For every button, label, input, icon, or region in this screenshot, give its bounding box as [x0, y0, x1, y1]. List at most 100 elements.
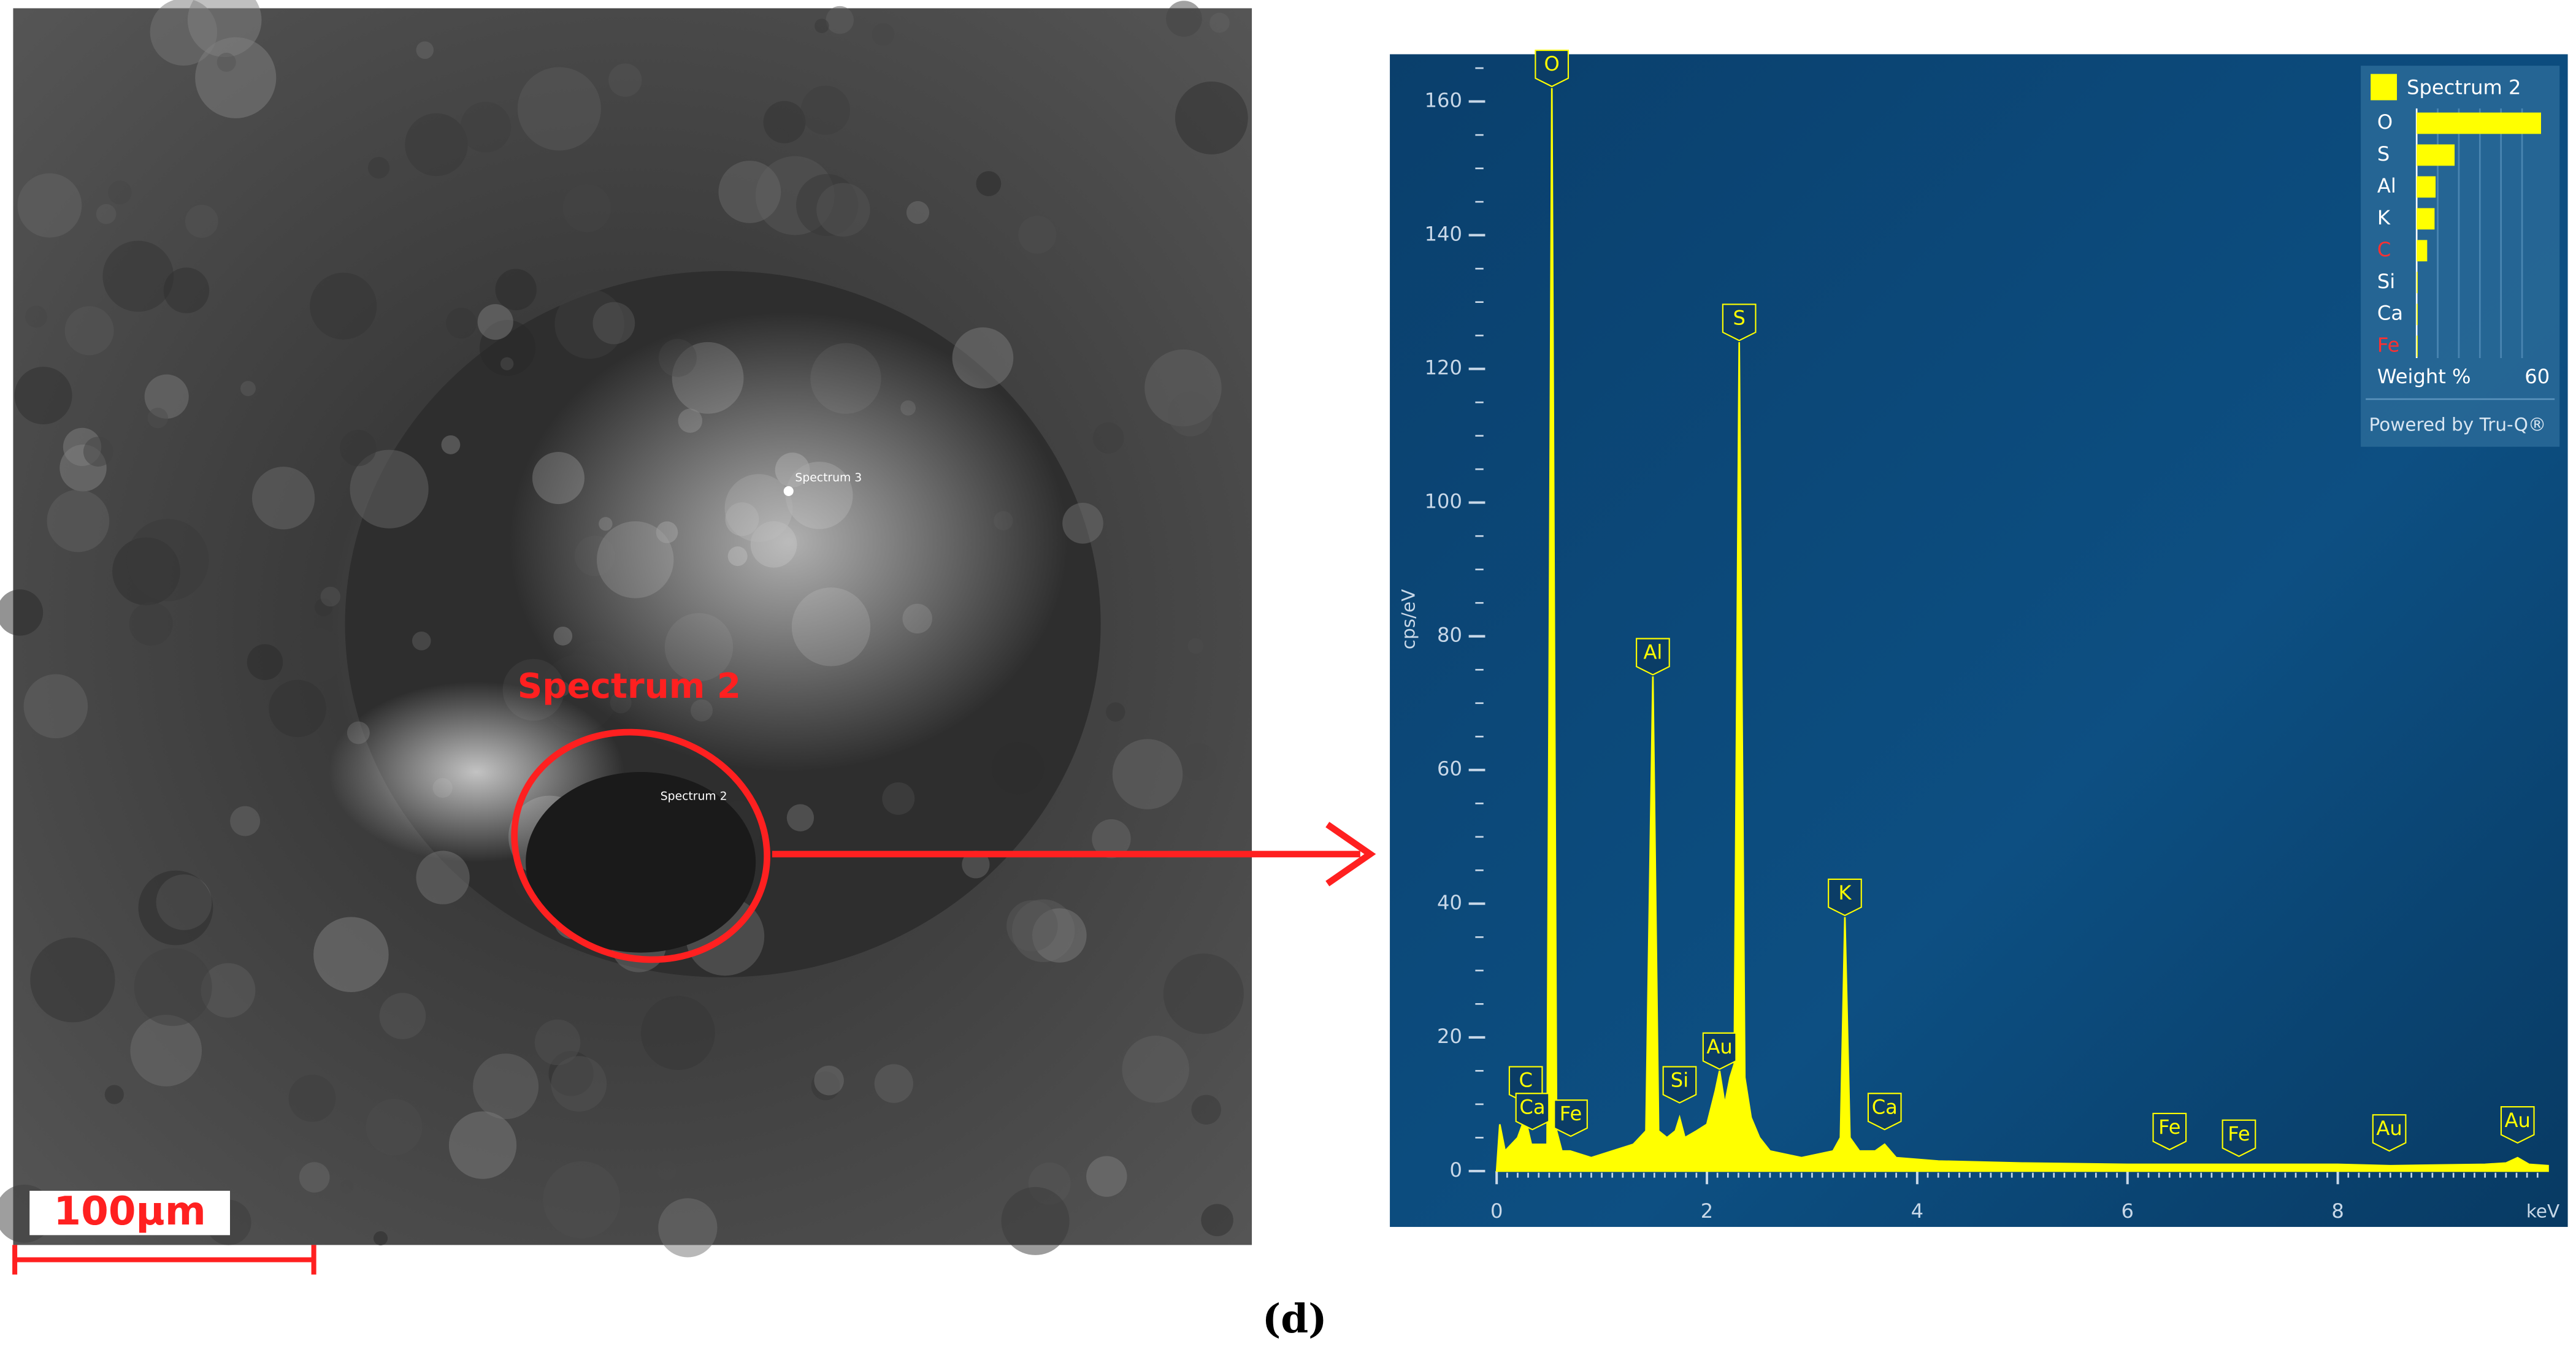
- texture: [339, 1180, 354, 1194]
- y-tick-label: 120: [1425, 356, 1462, 380]
- peak-label-box: [1722, 304, 1757, 342]
- texture: [126, 519, 209, 602]
- texture: [366, 1099, 423, 1156]
- texture: [379, 993, 426, 1039]
- texture: [477, 304, 513, 340]
- texture: [17, 173, 82, 238]
- y-tick-label: 0: [1449, 1158, 1462, 1182]
- element-label: Al: [2377, 174, 2396, 197]
- texture: [1209, 12, 1230, 33]
- texture: [1166, 1, 1202, 37]
- texture: [763, 101, 806, 143]
- texture: [1122, 1036, 1189, 1103]
- peak-label-box: [1515, 1093, 1550, 1131]
- peak-label: Ca: [1519, 1095, 1545, 1118]
- peak-label-box: [2372, 1114, 2407, 1152]
- inset-footer: Powered by Tru-Q®: [2369, 414, 2547, 435]
- texture: [814, 1065, 844, 1096]
- texture: [816, 183, 870, 237]
- sem-image: Spectrum 3 Spectrum 2 Spectrum 2 100µm: [0, 0, 1252, 1258]
- texture: [416, 850, 470, 904]
- texture: [185, 204, 218, 238]
- texture: [551, 1056, 607, 1112]
- peak-label-box: [2152, 1112, 2187, 1151]
- peak-label: Fe: [2158, 1115, 2181, 1139]
- caption: (d): [1262, 1296, 1327, 1342]
- texture: [1163, 953, 1244, 1034]
- arrow: [772, 822, 1376, 887]
- texture: [1179, 743, 1217, 781]
- element-label: K: [2377, 206, 2391, 229]
- texture: [310, 272, 377, 340]
- texture: [1006, 900, 1058, 952]
- texture: [608, 63, 642, 97]
- texture: [448, 1111, 517, 1179]
- element-label: Fe: [2377, 334, 2400, 357]
- texture: [340, 429, 377, 467]
- spectrum: [1495, 88, 2549, 1172]
- texture: [240, 381, 256, 397]
- element-label: Si: [2377, 270, 2395, 293]
- texture: [543, 1161, 621, 1239]
- texture: [562, 184, 611, 232]
- texture: [108, 180, 132, 205]
- weight-bar: [2417, 176, 2436, 198]
- texture: [681, 28, 718, 64]
- texture: [83, 437, 113, 467]
- texture: [25, 305, 47, 328]
- texture: [534, 1019, 581, 1066]
- texture: [992, 742, 1045, 795]
- texture: [1106, 702, 1125, 722]
- peak-label: Si: [1671, 1069, 1689, 1092]
- scale-bar-label: 100µm: [53, 1188, 205, 1234]
- texture: [0, 589, 44, 636]
- peak-label-box: [1867, 1093, 1902, 1131]
- element-label: S: [2377, 142, 2390, 166]
- element-label: C: [2377, 238, 2391, 261]
- peak-label: Fe: [1560, 1102, 1582, 1125]
- texture: [138, 870, 213, 946]
- y-tick-label: 140: [1425, 223, 1462, 246]
- texture: [815, 18, 829, 34]
- texture: [367, 156, 390, 179]
- y-tick-label: 60: [1437, 757, 1462, 781]
- texture: [269, 679, 326, 738]
- texture: [1187, 638, 1204, 654]
- texture: [247, 644, 283, 681]
- weight-bar: [2417, 144, 2455, 166]
- legend-entry: Spectrum 2: [2407, 76, 2521, 99]
- x-axis-label: keV: [2526, 1201, 2559, 1221]
- weight-bar: [2417, 272, 2418, 294]
- texture: [1191, 1094, 1221, 1125]
- texture: [495, 269, 537, 311]
- peak-label: Au: [2505, 1109, 2531, 1132]
- peak-label-box: [1662, 1066, 1697, 1104]
- texture: [1201, 1204, 1233, 1237]
- peak-label: S: [1733, 306, 1745, 329]
- weight-bar: [2417, 240, 2428, 262]
- texture: [500, 357, 514, 370]
- scale-box: [29, 1191, 230, 1236]
- y-tick-label: 40: [1437, 891, 1462, 914]
- texture: [906, 201, 930, 224]
- peak-label-box: [1554, 1099, 1588, 1137]
- texture: [134, 948, 212, 1026]
- texture: [800, 85, 850, 135]
- point-marker: [783, 486, 794, 496]
- texture: [517, 67, 601, 151]
- texture: [144, 374, 189, 419]
- texture: [405, 113, 468, 177]
- peak-label-box: [2500, 1106, 2535, 1144]
- texture: [640, 996, 715, 1071]
- texture: [1168, 391, 1213, 437]
- texture: [1001, 1186, 1070, 1255]
- texture: [1092, 422, 1124, 454]
- weight-bar: [2417, 335, 2418, 357]
- peak-label: Al: [1643, 641, 1662, 664]
- peak-label: Au: [1706, 1035, 1732, 1058]
- element-label: O: [2377, 110, 2393, 134]
- texture: [102, 240, 174, 312]
- y-axis-label: cps/eV: [1398, 589, 1419, 649]
- texture: [976, 171, 1002, 196]
- texture: [882, 782, 915, 815]
